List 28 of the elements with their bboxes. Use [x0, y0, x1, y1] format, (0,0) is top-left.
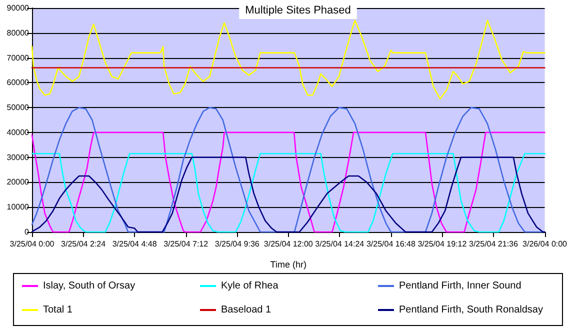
x-tick-label: 3/25/04 7:12 — [164, 240, 209, 248]
x-tick-label: 3/25/04 9:36 — [214, 240, 260, 248]
x-tick-label: 3/25/04 2:24 — [61, 240, 106, 248]
legend-label: Kyle of Rhea — [221, 280, 279, 292]
y-tick-label: 60000 — [6, 78, 30, 88]
chart-title: Multiple Sites Phased — [245, 4, 351, 16]
legend-label: Islay, South of Orsay — [43, 280, 136, 292]
y-tick-label: 20000 — [6, 178, 30, 187]
x-tick-label: 3/25/04 21:36 — [469, 240, 518, 248]
y-tick-label: 50000 — [6, 103, 30, 112]
x-tick-label: 3/25/04 16:48 — [366, 240, 416, 248]
x-tick-label: 3/26/04 0:00 — [522, 240, 568, 248]
x-tick-label: 3/25/04 0:00 — [10, 240, 55, 248]
y-tick-label: 30000 — [6, 152, 30, 162]
y-tick-label: 70000 — [6, 53, 30, 62]
x-tick-label: 3/25/04 14:24 — [315, 240, 365, 248]
legend-label: Total 1 — [43, 304, 73, 316]
x-tick-label: 3/25/04 4:48 — [112, 240, 158, 248]
x-tick-label: 3/25/04 19:12 — [418, 240, 468, 248]
legend-label: Baseload 1 — [221, 304, 272, 316]
legend-label: Pentland Firth, South Ronaldsay — [399, 304, 543, 316]
y-tick-label: 80000 — [6, 28, 30, 38]
y-tick-label: 10000 — [6, 202, 30, 212]
legend-label: Pentland Firth, Inner Sound — [399, 280, 522, 292]
y-tick-label: 90000 — [6, 4, 30, 12]
x-axis-title: Time (hr) — [270, 260, 306, 270]
x-tick-label: 3/25/04 12:00 — [264, 240, 314, 248]
y-tick-label: 40000 — [6, 128, 30, 137]
